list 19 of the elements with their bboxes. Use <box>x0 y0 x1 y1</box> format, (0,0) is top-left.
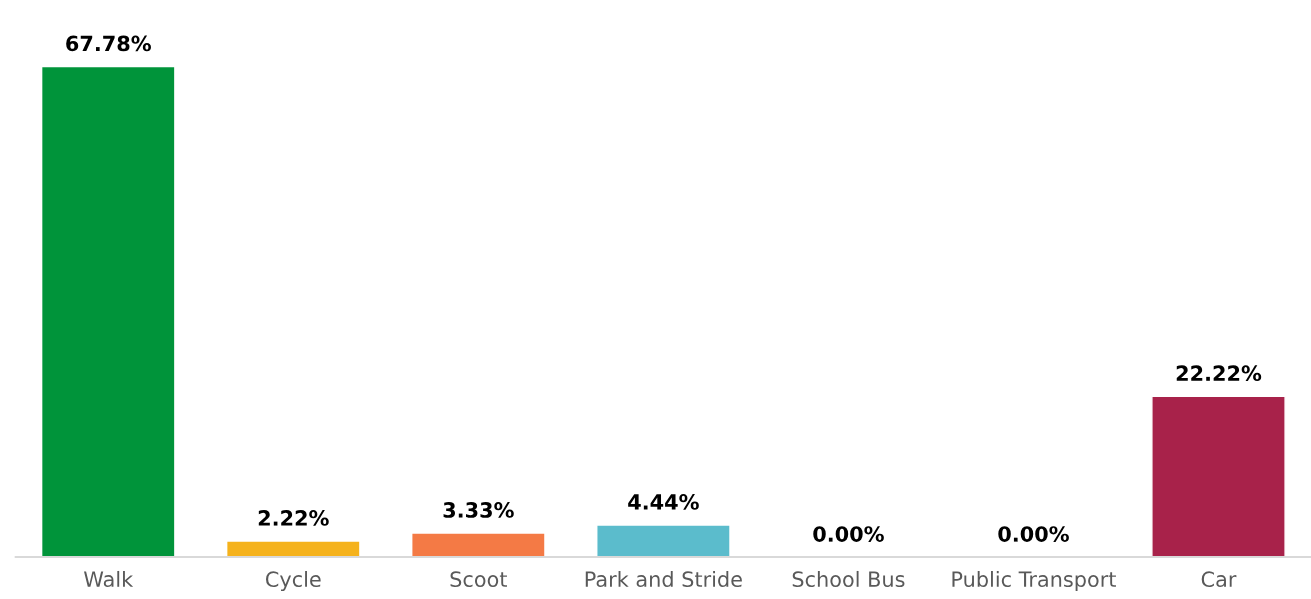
bar <box>596 524 731 558</box>
data-label: 67.78% <box>66 35 151 52</box>
x-tick-label: Scoot <box>450 571 507 588</box>
x-tick-label: Walk <box>84 570 134 588</box>
data-label: 0.00% <box>998 526 1069 542</box>
bar <box>225 540 361 558</box>
x-tick-label: Park and Stride <box>585 570 742 588</box>
data-label: 22.22% <box>1176 365 1262 382</box>
x-tick-label: Car <box>1201 571 1237 588</box>
bar <box>1151 395 1286 558</box>
x-tick-label: Cycle <box>265 570 321 592</box>
data-label: 0.00% <box>813 526 884 542</box>
data-label: 2.22% <box>258 510 329 526</box>
bar <box>411 532 546 558</box>
data-label: 3.33% <box>443 502 514 518</box>
x-tick-label: School Bus <box>792 570 905 588</box>
data-label: 4.44% <box>628 494 699 510</box>
x-tick-label: Public Transport <box>952 570 1116 592</box>
bar <box>40 65 176 558</box>
